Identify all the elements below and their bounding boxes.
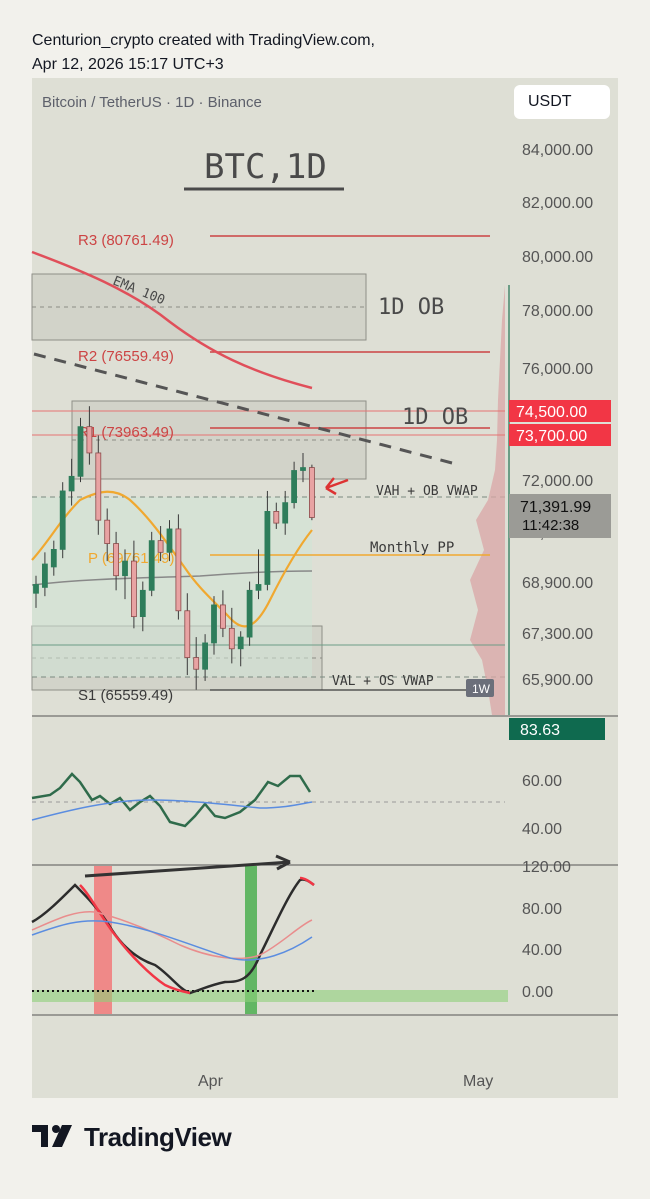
candle-body[interactable] [166,528,173,553]
price-tick: 68,900.00 [522,575,593,592]
stoch-tick: 0.00 [522,984,553,1001]
descending-trendline [33,352,453,465]
stoch-k-line-dark [31,878,315,995]
stoch-divergence-arrowhead [275,854,291,871]
candle-body[interactable] [202,642,209,670]
candle-body[interactable] [157,540,164,553]
rsi-tick: 60.00 [522,773,562,790]
pivot-r1-label: R1 (73963.49) [78,424,174,441]
stoch-k-tail-red [299,876,315,886]
candle-body[interactable] [95,452,102,521]
candle-body[interactable] [33,584,39,594]
ob-lower-annotation: 1D OB [402,405,468,430]
last-price-badge [509,494,611,538]
candle-body[interactable] [59,490,66,550]
tradingview-logo[interactable]: TradingView [32,1122,232,1153]
stoch-ma-line [31,920,313,961]
candle-body[interactable] [104,519,111,544]
candle-body[interactable] [139,589,146,618]
candle-body[interactable] [175,528,182,612]
val-annotation: VAL + OS VWAP [332,674,434,689]
pivot-s1-label: S1 (65559.49) [78,687,173,704]
ema-short-line [31,490,313,628]
candle-body[interactable] [228,627,235,650]
candle-body[interactable] [184,610,191,658]
tradingview-brand: TradingView [84,1122,232,1152]
pivot-r2-label: R2 (76559.49) [78,348,174,365]
candle-body[interactable] [273,511,280,524]
timeframe-badge-text: 1W [472,682,491,696]
candle-body[interactable] [113,543,119,577]
tradingview-logo-icon [32,1124,72,1147]
candle-body[interactable] [211,604,217,644]
ob-mid-badge [509,424,611,446]
monthly-pp-annotation: Monthly PP [370,540,454,556]
stoch-highlight-red [94,866,112,1014]
timeframe-badge[interactable] [466,679,494,697]
candle-body[interactable] [193,657,200,670]
ema-100-line [31,250,313,390]
time-tick-may: May [463,1073,493,1090]
stoch-divergence-line [84,860,291,878]
candles-group [33,406,315,690]
price-tick: 76,000.00 [522,361,593,378]
stoch-highlight-green [245,866,257,1014]
chart-title-annotation: BTC,1D [204,147,327,187]
candle-body[interactable] [291,470,298,504]
candle-body[interactable] [219,604,226,629]
stoch-tick: 40.00 [522,942,562,959]
ob-upper-annotation: 1D OB [378,295,444,320]
arrow-annotation [325,477,349,496]
stoch-tick: 80.00 [522,901,562,918]
vah-annotation: VAH + OB VWAP [376,484,478,499]
rsi-line [31,772,312,828]
volume-profile [470,285,505,715]
candle-body[interactable] [148,540,155,591]
candle-body[interactable] [300,467,306,471]
author-line: Centurion_crypto created with TradingVie… [32,32,375,49]
stoch-d-line [31,911,313,960]
price-tick: 84,000.00 [522,142,593,159]
rsi-ma-line [31,799,313,821]
candle-body[interactable] [68,475,75,492]
stoch-oversold-band [32,990,508,1002]
stoch-tick: 120.00 [522,859,571,876]
candle-body[interactable] [42,563,48,588]
pivot-r3-label: R3 (80761.49) [78,232,174,249]
candle-body[interactable] [86,426,93,454]
ob-top-badge [509,400,611,422]
currency-button[interactable]: USDT [514,85,610,119]
countdown-text: 11:42:38 [522,517,579,534]
timestamp-line: Apr 12, 2026 15:17 UTC+3 [32,56,224,73]
time-tick-apr: Apr [198,1073,224,1090]
price-tick: 80,000.00 [522,249,593,266]
symbol-title[interactable]: Bitcoin / TetherUS · 1D · Binance [42,94,262,111]
stoch-k-line-red [79,884,191,995]
price-tick: 65,900.00 [522,672,593,689]
ob-mid-badge-text: 73,700.00 [516,428,587,445]
price-tick: 67,300.00 [522,626,593,643]
candle-body[interactable] [264,511,271,585]
price-tick: 82,000.00 [522,195,593,212]
last-price-text: 71,391.99 [520,499,591,516]
price-tick: 78,000.00 [522,303,593,320]
candle-body[interactable] [122,560,128,577]
candle-body[interactable] [77,426,84,477]
rsi-value-badge [509,718,605,740]
candle-body[interactable] [308,467,315,518]
rsi-value-text: 83.63 [520,722,560,739]
rsi-tick: 40.00 [522,821,562,838]
candle-body[interactable] [130,560,137,618]
candle-body[interactable] [237,636,244,650]
price-tick: 72,000.00 [522,473,593,490]
candle-body[interactable] [246,589,253,638]
ob-top-badge-text: 74,500.00 [516,404,587,421]
candle-body[interactable] [255,584,262,591]
candle-body[interactable] [282,502,289,524]
candle-body[interactable] [50,549,57,568]
